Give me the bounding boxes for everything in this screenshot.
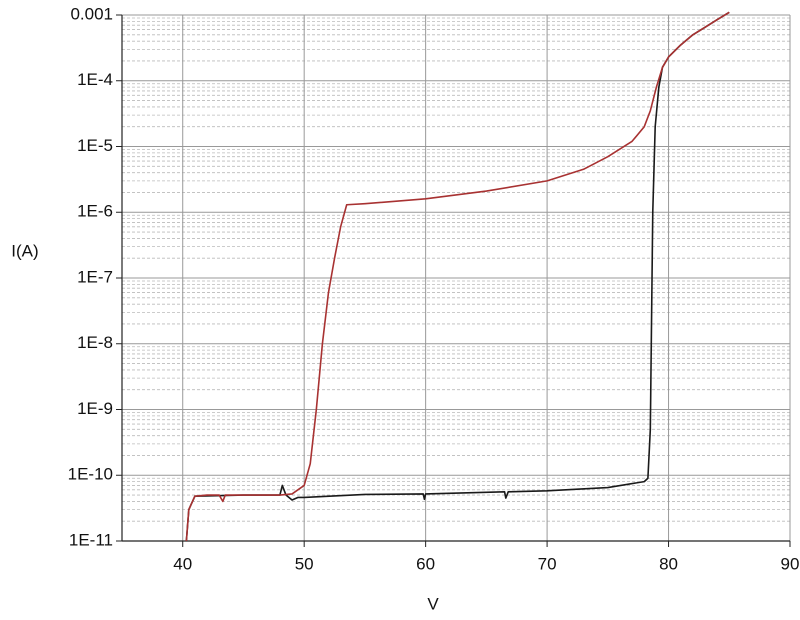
y-tick-label: 1E-10	[68, 465, 113, 484]
x-tick-label: 90	[781, 554, 800, 573]
y-tick-label: 1E-5	[77, 136, 113, 155]
y-tick-label: 1E-4	[77, 70, 113, 89]
x-tick-label: 50	[295, 554, 314, 573]
series-line	[185, 11, 730, 542]
x-tick-label: 60	[416, 554, 435, 573]
y-tick-label: 1E-7	[77, 267, 113, 286]
y-tick-label: 1E-11	[69, 530, 113, 549]
x-tick-label: 70	[538, 554, 557, 573]
y-tick-label: 0.001	[70, 4, 113, 23]
series-line	[185, 11, 730, 542]
x-tick-label: 80	[659, 554, 678, 573]
y-tick-label: 1E-6	[77, 202, 113, 221]
y-tick-label: 1E-9	[77, 399, 113, 418]
y-tick-label: 1E-8	[77, 333, 113, 352]
x-tick-label: 40	[173, 554, 192, 573]
y-axis-label: I(A)	[11, 241, 38, 260]
x-axis-label: V	[427, 594, 439, 613]
